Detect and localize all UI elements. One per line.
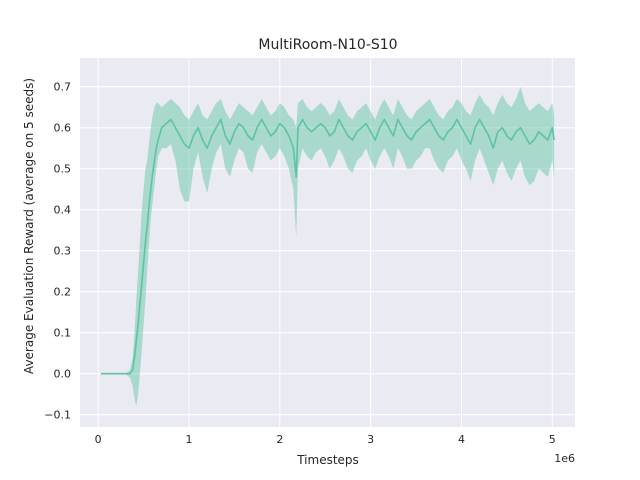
y-tick-label: 0.3 [54,245,72,258]
x-tick-label: 2 [276,433,283,446]
y-tick-label: 0.0 [54,368,72,381]
x-axis-ticks: 0 1 2 3 4 5 [95,433,556,446]
x-axis-label: Timesteps [296,453,359,467]
x-tick-label: 1 [185,433,192,446]
series-line-layer [100,118,555,375]
confidence-band-layer [100,86,555,407]
chart-title: MultiRoom-N10-S10 [258,37,397,53]
x-tick-label: 3 [367,433,374,446]
grid [80,58,575,427]
series-mean-line [100,118,555,375]
y-tick-label: 0.2 [54,286,72,299]
x-tick-label: 4 [458,433,465,446]
x-tick-label: 5 [549,433,556,446]
x-tick-label: 0 [95,433,102,446]
y-tick-label: 0.6 [54,122,72,135]
x-axis-offset-label: 1e6 [554,452,575,465]
y-tick-label: 0.4 [54,204,72,217]
series-confidence-band [100,86,555,407]
y-tick-label: 0.7 [54,81,72,94]
plot-area [80,58,575,427]
y-tick-label: −0.1 [44,409,71,422]
y-tick-label: 0.1 [54,327,72,340]
y-axis-label: Average Evaluation Reward (average on 5 … [22,78,36,374]
y-tick-label: 0.5 [54,163,72,176]
y-axis-ticks: −0.1 0.0 0.1 0.2 0.3 0.4 0.5 0.6 0.7 [44,81,71,422]
